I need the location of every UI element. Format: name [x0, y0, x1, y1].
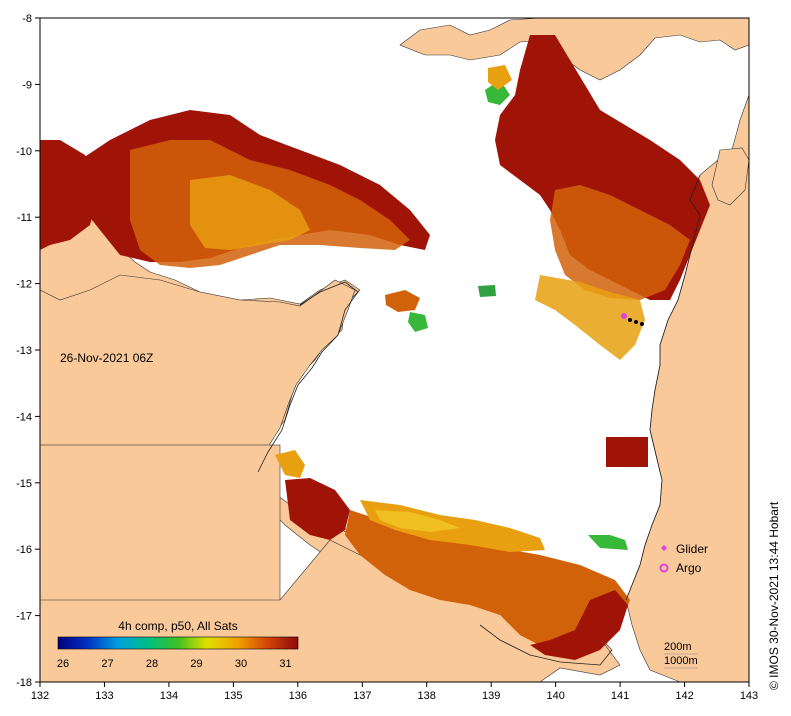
contour-1000m-label: 1000m — [664, 655, 698, 667]
sst-hot-east-block — [606, 437, 648, 467]
sst-yellow-south — [375, 510, 460, 532]
sst-mid-northwest — [190, 175, 310, 250]
x-tick-label: 138 — [418, 690, 436, 702]
colorbar: 26 27 28 29 30 31 4h comp, p50, All Sats — [57, 619, 299, 670]
x-tick-label: 132 — [31, 690, 49, 702]
sst-cool-northeast — [485, 80, 510, 105]
x-tick-label: 139 — [482, 690, 500, 702]
y-tick-label: -11 — [17, 212, 32, 224]
colorbar-title: 4h comp, p50, All Sats — [118, 619, 237, 633]
y-tick-label: -15 — [16, 478, 32, 490]
y-tick-label: -8 — [22, 13, 32, 25]
credit-label: © IMOS 30-Nov-2021 13:44 Hobart — [767, 501, 781, 690]
legend-glider-label: Glider — [676, 542, 708, 556]
y-axis: -8 -9 -10 -11 -12 -13 -14 -15 -16 -17 -18 — [16, 13, 40, 689]
sst-warm-center — [385, 290, 420, 312]
x-tick-label: 136 — [289, 690, 307, 702]
colorbar-label: 26 — [57, 658, 69, 670]
x-axis: 132 133 134 135 136 137 138 139 140 141 142 143 — [31, 682, 758, 702]
sst-warm-south — [345, 510, 630, 655]
x-tick-label: 135 — [224, 690, 242, 702]
sst-cool-center2 — [478, 285, 496, 297]
track-dot — [628, 318, 632, 322]
y-tick-label: -12 — [16, 279, 32, 291]
sst-cool-south — [588, 535, 628, 550]
colorbar-label: 31 — [279, 658, 291, 670]
x-tick-label: 143 — [740, 690, 758, 702]
colorbar-label: 29 — [190, 658, 202, 670]
date-label: 26-Nov-2021 06Z — [60, 351, 153, 365]
y-tick-label: -10 — [16, 146, 32, 158]
x-tick-label: 134 — [160, 690, 178, 702]
y-tick-label: -16 — [16, 544, 32, 556]
sst-mid-southwest — [275, 450, 305, 478]
x-tick-label: 142 — [675, 690, 693, 702]
legend-argo-label: Argo — [676, 561, 702, 575]
sst-cool-center — [408, 312, 428, 332]
land-new-guinea — [399, 17, 750, 81]
glider-legend-icon — [661, 545, 667, 551]
colorbar-gradient — [57, 636, 299, 650]
sst-hot-south — [285, 478, 350, 540]
contour-200m-label: 200m — [664, 641, 692, 653]
sst-warm-northeast — [550, 185, 690, 300]
contour-legend: 200m 1000m — [664, 641, 698, 669]
legend: Glider Argo — [659, 542, 708, 575]
x-tick-label: 141 — [611, 690, 629, 702]
plot-area: 26 27 28 29 30 31 4h comp, p50, All Sats 26-N… — [39, 17, 750, 683]
sst-mid-northeast — [535, 275, 645, 360]
track-dot — [634, 320, 638, 324]
colorbar-label: 30 — [235, 658, 247, 670]
x-tick-label: 137 — [353, 690, 371, 702]
y-tick-label: -18 — [16, 677, 32, 689]
land-torres-islands — [711, 147, 750, 206]
y-tick-label: -17 — [16, 611, 32, 623]
sst-hot-west-patch — [40, 140, 100, 250]
x-tick-label: 140 — [546, 690, 564, 702]
sst-data — [40, 35, 710, 660]
colorbar-label: 27 — [101, 658, 113, 670]
argo-legend-icon — [659, 563, 669, 573]
y-tick-label: -13 — [16, 345, 32, 357]
track-dot — [640, 322, 644, 326]
sst-hot-south-coast — [530, 590, 628, 660]
y-tick-label: -9 — [22, 79, 32, 91]
y-tick-label: -14 — [16, 411, 32, 423]
platform-markers — [621, 313, 644, 326]
sst-mid-ne-edge — [488, 65, 512, 90]
x-tick-label: 133 — [95, 690, 113, 702]
coastline — [257, 174, 701, 666]
colorbar-label: 28 — [146, 658, 158, 670]
glider-marker-map — [621, 313, 627, 319]
